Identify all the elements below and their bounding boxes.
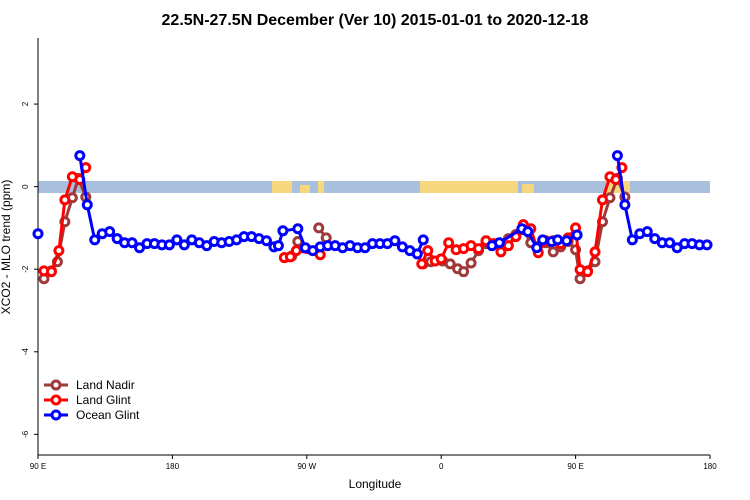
y-axis-label: XCO2 - MLO trend (ppm) — [0, 180, 13, 315]
point — [664, 237, 676, 249]
point — [495, 246, 507, 258]
point — [422, 245, 434, 257]
y-tick-label: -2 — [21, 265, 30, 273]
point — [596, 194, 608, 206]
x-tick-label: 90 W — [297, 462, 316, 471]
point — [574, 273, 586, 285]
x-tick-label: 180 — [703, 462, 717, 471]
y-tick-label: 2 — [21, 101, 30, 106]
point — [589, 246, 601, 258]
x-tick-label: 90 E — [30, 462, 46, 471]
point — [53, 245, 65, 257]
point — [435, 253, 447, 265]
y-tick-label: 0 — [21, 184, 30, 189]
legend-swatch — [50, 379, 62, 391]
legend-swatch — [50, 409, 62, 421]
point — [411, 248, 423, 260]
x-tick-label: 180 — [166, 462, 180, 471]
legend-swatch — [50, 394, 62, 406]
point — [32, 228, 44, 240]
point — [626, 234, 638, 246]
point — [531, 242, 543, 254]
legend-label: Land Nadir — [76, 378, 135, 392]
point — [277, 225, 289, 237]
legend-label: Ocean Glint — [76, 408, 140, 422]
point — [493, 237, 505, 249]
point — [502, 240, 514, 252]
y-tick-label: -6 — [21, 430, 30, 438]
point — [417, 234, 429, 246]
point — [537, 234, 549, 246]
map-strip — [38, 181, 710, 193]
point — [389, 235, 401, 247]
x-axis-label: Longitude — [349, 477, 402, 491]
point — [547, 246, 559, 258]
point — [561, 235, 573, 247]
point — [611, 150, 623, 162]
point — [443, 237, 455, 249]
y-tick-label: -4 — [21, 348, 30, 356]
point — [473, 243, 485, 255]
point — [260, 235, 272, 247]
series — [32, 150, 713, 260]
series-line — [42, 173, 627, 282]
point — [89, 234, 101, 246]
point — [45, 266, 57, 278]
point — [163, 239, 175, 251]
point — [522, 226, 534, 238]
point — [313, 222, 325, 234]
point — [458, 266, 470, 278]
point — [284, 251, 296, 263]
point — [178, 239, 190, 251]
point — [74, 150, 86, 162]
point — [416, 258, 428, 270]
point — [272, 240, 284, 252]
point — [619, 199, 631, 211]
point — [465, 257, 477, 269]
point — [171, 234, 183, 246]
point — [444, 258, 456, 270]
point — [610, 174, 622, 186]
point — [701, 239, 713, 251]
chart-title: 22.5N-27.5N December (Ver 10) 2015-01-01… — [162, 12, 589, 29]
x-tick-label: 0 — [439, 462, 444, 471]
point — [552, 234, 564, 246]
point — [571, 229, 583, 241]
point — [59, 194, 71, 206]
point — [126, 237, 138, 249]
x-tick-label: 90 E — [567, 462, 583, 471]
point — [641, 226, 653, 238]
point — [582, 266, 594, 278]
point — [292, 223, 304, 235]
point — [104, 226, 116, 238]
series — [38, 162, 628, 278]
point — [290, 245, 302, 257]
point — [81, 199, 93, 211]
legend-label: Land Glint — [76, 393, 131, 407]
